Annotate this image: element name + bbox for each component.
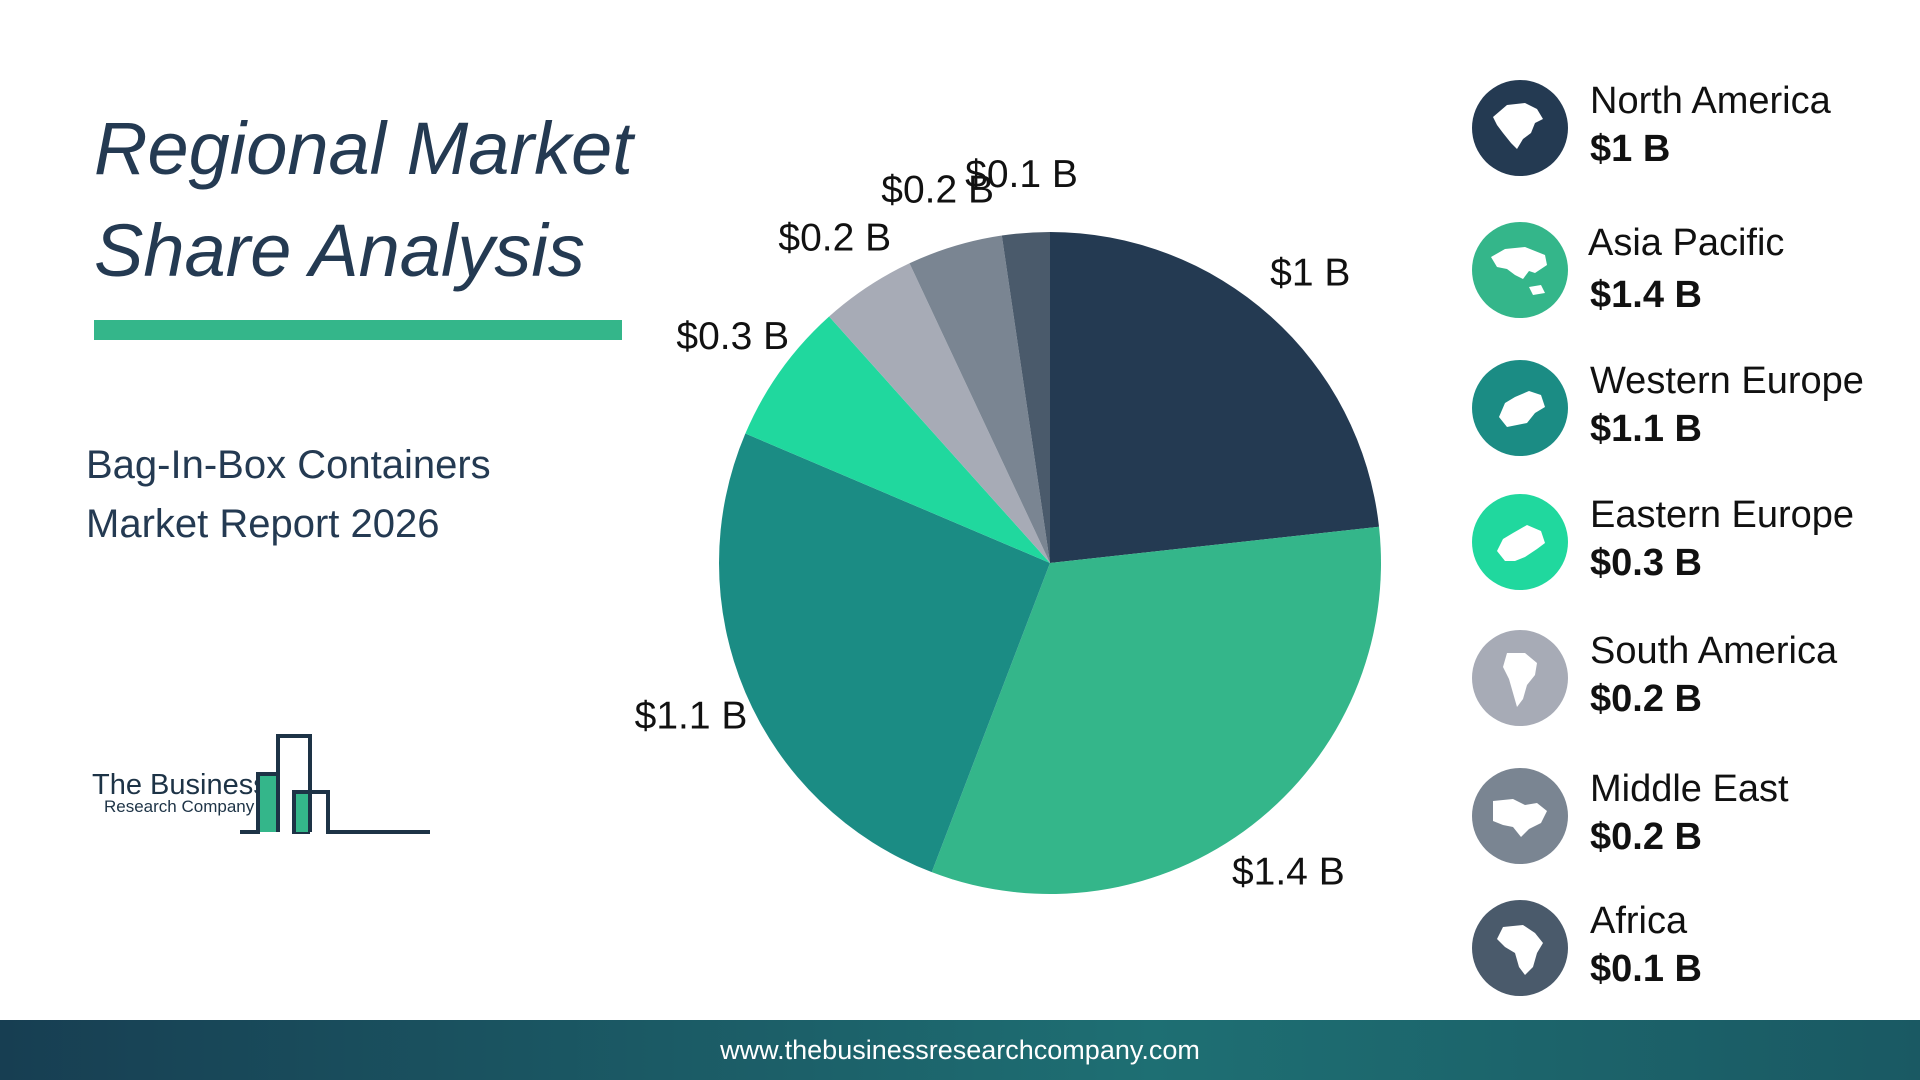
logo-line-2: Research Company: [104, 797, 255, 816]
western-europe-icon: [1472, 360, 1568, 456]
legend-item-eastern-europe: Eastern Europe $0.3 B: [1472, 494, 1912, 594]
pie-slice-western-europe: [719, 433, 1050, 873]
subtitle-line-2: Market Report 2026: [86, 502, 440, 546]
subtitle-line-1: Bag-In-Box Containers: [86, 443, 491, 487]
pie-slice-africa: [1001, 232, 1050, 563]
middle-east-icon: [1472, 768, 1568, 864]
legend-item-africa: Africa $0.1 B: [1472, 900, 1912, 1000]
pie-label-western-europe: $1.1 B: [635, 695, 748, 738]
title-line-1: Regional Market: [94, 107, 633, 190]
report-subtitle: Bag-In-Box Containers Market Report 2026: [86, 436, 491, 554]
legend-value: $1 B: [1590, 128, 1671, 170]
logo-line-1: The Business: [92, 769, 268, 801]
title-underline: [94, 320, 622, 340]
footer-bar: www.thebusinessresearchcompany.com: [0, 1020, 1920, 1080]
pie-slice-eastern-europe: [745, 316, 1050, 563]
asia-pacific-icon: [1472, 222, 1568, 318]
legend-name: Asia Pacific: [1588, 222, 1785, 264]
legend-value: $1.1 B: [1590, 408, 1702, 450]
pie-label-north-america: $1 B: [1270, 252, 1350, 295]
legend-item-asia-pacific: Asia Pacific $1.4 B: [1472, 222, 1912, 322]
legend-item-western-europe: Western Europe $1.1 B: [1472, 360, 1912, 460]
legend-value: $1.4 B: [1590, 274, 1702, 316]
south-america-icon: [1472, 630, 1568, 726]
legend-value: $0.3 B: [1590, 542, 1702, 584]
legend-name: Africa: [1590, 900, 1688, 942]
north-america-icon: [1472, 80, 1568, 176]
legend-name: Eastern Europe: [1590, 494, 1855, 536]
legend-item-middle-east: Middle East $0.2 B: [1472, 768, 1912, 868]
pie-label-africa: $0.1 B: [965, 153, 1078, 196]
page-title: Regional Market Share Analysis: [94, 98, 633, 302]
legend-value: $0.2 B: [1590, 816, 1702, 858]
pie-label-asia-pacific: $1.4 B: [1232, 851, 1345, 894]
legend-item-north-america: North America $1 B: [1472, 80, 1912, 180]
title-line-2: Share Analysis: [94, 209, 585, 292]
legend-name: Middle East: [1590, 768, 1789, 810]
legend-name: Western Europe: [1590, 360, 1864, 402]
pie-label-middle-east: $0.2 B: [881, 169, 994, 212]
eastern-europe-icon: [1472, 494, 1568, 590]
legend-value: $0.2 B: [1590, 678, 1702, 720]
pie-label-eastern-europe: $0.3 B: [676, 315, 789, 358]
pie-slice-south-america: [829, 263, 1050, 563]
pie-label-south-america: $0.2 B: [778, 217, 891, 260]
pie-slice-asia-pacific: [931, 526, 1381, 894]
legend-name: South America: [1590, 630, 1838, 672]
legend-item-south-america: South America $0.2 B: [1472, 630, 1912, 730]
pie-slice-middle-east: [909, 235, 1050, 563]
africa-icon: [1472, 900, 1568, 996]
pie-slice-north-america: [1050, 232, 1380, 563]
company-logo: The Business Research Company: [92, 734, 430, 834]
legend-value: $0.1 B: [1590, 948, 1702, 990]
legend-name: North America: [1590, 80, 1831, 122]
footer-url[interactable]: www.thebusinessresearchcompany.com: [720, 1034, 1200, 1065]
